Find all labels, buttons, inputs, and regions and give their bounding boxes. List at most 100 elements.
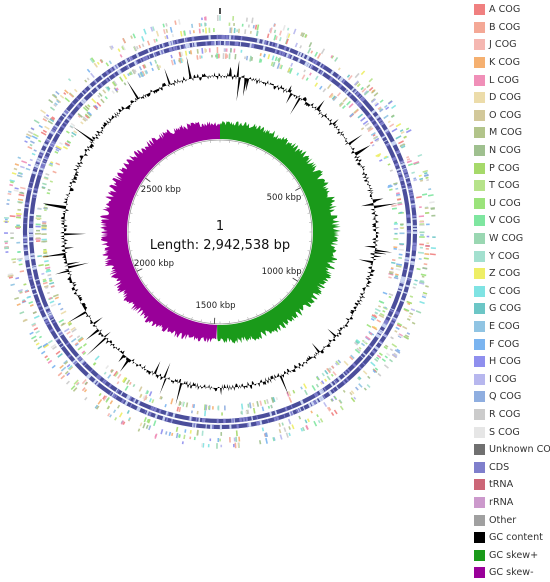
legend-swatch [474,356,485,367]
legend-swatch [474,145,485,156]
legend-label: rRNA [489,497,513,508]
legend-item: A COG [474,1,550,19]
legend-item: Q COG [474,388,550,406]
position-label: 500 kbp [267,193,302,203]
legend-swatch [474,567,485,578]
legend-swatch [474,198,485,209]
legend-swatch [474,427,485,438]
legend-item: W COG [474,230,550,248]
position-label: 2500 kbp [141,185,181,195]
legend-label: F COG [489,339,519,350]
legend-item: Unknown COG [474,441,550,459]
legend-item: B COG [474,19,550,37]
legend-swatch [474,75,485,86]
legend-label: GC skew- [489,567,534,578]
legend-label: P COG [489,163,520,174]
legend-item: K COG [474,54,550,72]
legend-label: H COG [489,356,521,367]
legend-swatch [474,92,485,103]
legend-item: E COG [474,318,550,336]
legend-item: CDS [474,458,550,476]
legend-label: T COG [489,180,520,191]
legend-item: tRNA [474,476,550,494]
legend-item: R COG [474,406,550,424]
legend-label: B COG [489,22,520,33]
legend-item: Y COG [474,247,550,265]
legend-label: E COG [489,321,520,332]
legend-swatch [474,303,485,314]
legend-label: U COG [489,198,521,209]
legend-label: G COG [489,303,521,314]
legend-label: Other [489,515,516,526]
legend-label: V COG [489,215,520,226]
legend-item: O COG [474,107,550,125]
legend-swatch [474,251,485,262]
legend-label: Z COG [489,268,520,279]
legend-label: GC skew+ [489,550,538,561]
contig-number: 1 [216,219,224,234]
legend-swatch [474,497,485,508]
legend-swatch [474,127,485,138]
legend-swatch [474,374,485,385]
legend-label: Q COG [489,391,521,402]
legend-item: L COG [474,71,550,89]
legend-item: rRNA [474,494,550,512]
legend-label: L COG [489,75,519,86]
legend-swatch [474,479,485,490]
legend-swatch [474,462,485,473]
legend-item: GC skew- [474,564,550,582]
legend-label: N COG [489,145,521,156]
legend-swatch [474,39,485,50]
legend-item: Other [474,511,550,529]
position-label: 2000 kbp [134,259,174,269]
legend-swatch [474,57,485,68]
legend-item: GC skew+ [474,546,550,564]
legend-item: V COG [474,212,550,230]
legend-swatch [474,321,485,332]
legend-swatch [474,268,485,279]
legend-item: P COG [474,159,550,177]
legend-item: M COG [474,124,550,142]
legend-swatch [474,163,485,174]
legend-swatch [474,233,485,244]
legend-label: C COG [489,286,520,297]
legend-swatch [474,22,485,33]
legend-item: Z COG [474,265,550,283]
legend-swatch [474,409,485,420]
legend-item: I COG [474,370,550,388]
legend-item: G COG [474,300,550,318]
legend-label: A COG [489,4,520,15]
legend-label: GC content [489,532,543,543]
legend-swatch [474,4,485,15]
legend-swatch [474,286,485,297]
legend-swatch [474,515,485,526]
legend-swatch [474,550,485,561]
legend-label: Y COG [489,251,520,262]
legend-item: C COG [474,283,550,301]
legend-item: GC content [474,529,550,547]
legend-label: M COG [489,127,522,138]
legend-swatch [474,180,485,191]
legend-item: N COG [474,142,550,160]
position-label: 1000 kbp [262,267,302,277]
legend-label: O COG [489,110,521,121]
legend-item: F COG [474,335,550,353]
legend-item: D COG [474,89,550,107]
legend-swatch [474,391,485,402]
legend-swatch [474,110,485,121]
legend: A COG B COG J COG K COG L COG D COG O COG M COG… [474,1,550,582]
legend-item: J COG [474,36,550,54]
legend-item: T COG [474,177,550,195]
legend-swatch [474,444,485,455]
genome-length-label: Length: 2,942,538 bp [150,238,290,253]
legend-label: J COG [489,39,517,50]
legend-label: W COG [489,233,523,244]
legend-label: D COG [489,92,521,103]
legend-label: R COG [489,409,520,420]
legend-item: U COG [474,195,550,213]
legend-swatch [474,215,485,226]
position-label: 1500 kbp [195,301,235,311]
legend-item: H COG [474,353,550,371]
legend-swatch [474,339,485,350]
